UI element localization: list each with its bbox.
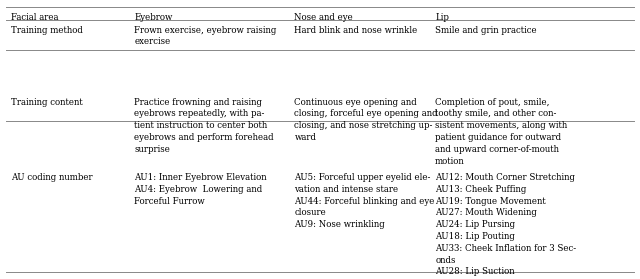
Text: Nose and eye: Nose and eye: [294, 13, 353, 22]
Text: Practice frowning and raising
eyebrows repeatedly, with pa-
tient instruction to: Practice frowning and raising eyebrows r…: [134, 98, 274, 154]
Text: Hard blink and nose wrinkle: Hard blink and nose wrinkle: [294, 26, 418, 35]
Text: Completion of pout, smile,
toothy smile, and other con-
sistent movements, along: Completion of pout, smile, toothy smile,…: [435, 98, 568, 166]
Text: AU5: Forceful upper eyelid ele-
vation and intense stare
AU44: Forceful blinking: AU5: Forceful upper eyelid ele- vation a…: [294, 173, 435, 229]
Text: Training content: Training content: [11, 98, 83, 107]
Text: AU12: Mouth Corner Stretching
AU13: Cheek Puffing
AU19: Tongue Movement
AU27: Mo: AU12: Mouth Corner Stretching AU13: Chee…: [435, 173, 577, 276]
Text: Training method: Training method: [11, 26, 83, 35]
Text: Smile and grin practice: Smile and grin practice: [435, 26, 537, 35]
Text: Facial area: Facial area: [11, 13, 58, 22]
Text: AU coding number: AU coding number: [11, 173, 93, 182]
Text: Eyebrow: Eyebrow: [134, 13, 173, 22]
Text: AU1: Inner Eyebrow Elevation
AU4: Eyebrow  Lowering and
Forceful Furrow: AU1: Inner Eyebrow Elevation AU4: Eyebro…: [134, 173, 267, 206]
Text: Frown exercise, eyebrow raising
exercise: Frown exercise, eyebrow raising exercise: [134, 26, 276, 47]
Text: Lip: Lip: [435, 13, 449, 22]
Text: Continuous eye opening and
closing, forceful eye opening and
closing, and nose s: Continuous eye opening and closing, forc…: [294, 98, 438, 142]
